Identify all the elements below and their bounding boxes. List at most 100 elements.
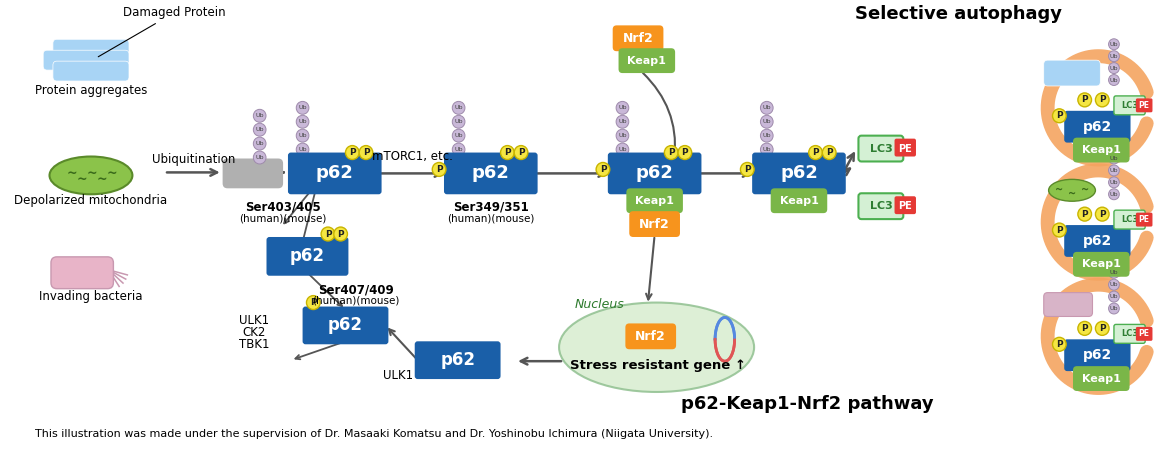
Text: PE: PE bbox=[1139, 215, 1149, 224]
Text: Keap1: Keap1 bbox=[779, 196, 819, 206]
Circle shape bbox=[760, 143, 773, 156]
Circle shape bbox=[1108, 279, 1119, 290]
Circle shape bbox=[452, 129, 465, 142]
FancyBboxPatch shape bbox=[1044, 293, 1092, 317]
Circle shape bbox=[1108, 267, 1119, 278]
Text: Ub: Ub bbox=[1110, 306, 1118, 311]
Circle shape bbox=[760, 101, 773, 114]
Text: Ub: Ub bbox=[1110, 168, 1118, 173]
Text: P: P bbox=[1082, 95, 1089, 104]
Circle shape bbox=[1096, 207, 1110, 221]
FancyBboxPatch shape bbox=[43, 50, 128, 70]
Circle shape bbox=[616, 115, 628, 128]
Text: Nrf2: Nrf2 bbox=[635, 330, 666, 343]
Text: Ub: Ub bbox=[1110, 282, 1118, 287]
Circle shape bbox=[306, 295, 320, 309]
Text: Ub: Ub bbox=[1110, 156, 1118, 161]
Circle shape bbox=[1108, 51, 1119, 62]
Text: P: P bbox=[1099, 210, 1106, 219]
Text: p62: p62 bbox=[290, 247, 325, 265]
Text: Nucleus: Nucleus bbox=[575, 298, 624, 311]
Text: TBK1: TBK1 bbox=[238, 338, 269, 351]
Circle shape bbox=[321, 227, 335, 241]
FancyBboxPatch shape bbox=[51, 257, 113, 289]
Circle shape bbox=[1078, 93, 1092, 107]
Text: P: P bbox=[505, 148, 510, 157]
Circle shape bbox=[1052, 337, 1066, 351]
FancyBboxPatch shape bbox=[415, 341, 501, 379]
Text: ~: ~ bbox=[1068, 188, 1076, 198]
Circle shape bbox=[432, 163, 446, 176]
FancyBboxPatch shape bbox=[1064, 111, 1131, 143]
Text: Ub: Ub bbox=[618, 106, 627, 110]
Circle shape bbox=[1108, 39, 1119, 50]
FancyBboxPatch shape bbox=[1136, 213, 1153, 227]
Text: Ub: Ub bbox=[1110, 42, 1118, 47]
FancyBboxPatch shape bbox=[626, 188, 683, 213]
FancyBboxPatch shape bbox=[1064, 339, 1131, 371]
Text: Ub: Ub bbox=[298, 106, 307, 110]
FancyBboxPatch shape bbox=[1114, 210, 1145, 229]
Text: LC3: LC3 bbox=[1121, 101, 1138, 110]
Text: P: P bbox=[1099, 324, 1106, 333]
Text: Keap1: Keap1 bbox=[635, 196, 674, 206]
Text: Ub: Ub bbox=[1110, 54, 1118, 59]
FancyBboxPatch shape bbox=[619, 48, 675, 73]
Circle shape bbox=[1108, 177, 1119, 188]
Text: Ub: Ub bbox=[618, 147, 627, 152]
Text: Ub: Ub bbox=[763, 119, 771, 124]
Text: P: P bbox=[682, 148, 688, 157]
Text: Ub: Ub bbox=[763, 133, 771, 138]
Circle shape bbox=[616, 129, 628, 142]
Text: PE: PE bbox=[898, 201, 912, 211]
Text: P: P bbox=[362, 148, 369, 157]
FancyBboxPatch shape bbox=[613, 26, 663, 51]
Text: Ub: Ub bbox=[298, 119, 307, 124]
Circle shape bbox=[334, 227, 347, 241]
FancyBboxPatch shape bbox=[1073, 366, 1129, 391]
Text: p62: p62 bbox=[1083, 234, 1112, 248]
Text: PE: PE bbox=[1139, 101, 1149, 110]
Circle shape bbox=[760, 129, 773, 142]
Text: P: P bbox=[744, 165, 751, 174]
Text: ~: ~ bbox=[1055, 184, 1063, 194]
Text: ~: ~ bbox=[86, 167, 97, 180]
Text: CK2: CK2 bbox=[242, 326, 265, 339]
Text: Invading bacteria: Invading bacteria bbox=[40, 290, 142, 303]
Circle shape bbox=[1108, 75, 1119, 85]
FancyBboxPatch shape bbox=[266, 237, 348, 276]
FancyBboxPatch shape bbox=[288, 153, 382, 194]
Circle shape bbox=[1108, 303, 1119, 314]
Circle shape bbox=[741, 163, 755, 176]
Text: LC3: LC3 bbox=[869, 144, 892, 154]
Text: Ub: Ub bbox=[1110, 270, 1118, 275]
FancyBboxPatch shape bbox=[771, 188, 827, 213]
Text: ULK1: ULK1 bbox=[238, 314, 269, 327]
Circle shape bbox=[359, 145, 373, 159]
Text: LC3: LC3 bbox=[869, 201, 892, 211]
Circle shape bbox=[452, 101, 465, 114]
Text: Ub: Ub bbox=[618, 119, 627, 124]
FancyBboxPatch shape bbox=[1073, 252, 1129, 277]
FancyBboxPatch shape bbox=[1114, 96, 1145, 115]
Text: p62: p62 bbox=[328, 317, 363, 335]
Circle shape bbox=[452, 143, 465, 156]
FancyBboxPatch shape bbox=[303, 307, 389, 344]
Circle shape bbox=[253, 137, 266, 150]
Circle shape bbox=[253, 123, 266, 136]
Circle shape bbox=[1108, 62, 1119, 74]
Text: P: P bbox=[436, 165, 443, 174]
Text: P: P bbox=[1082, 324, 1089, 333]
Text: Ub: Ub bbox=[454, 119, 463, 124]
Circle shape bbox=[1108, 189, 1119, 200]
FancyBboxPatch shape bbox=[625, 323, 676, 349]
Text: P: P bbox=[1082, 210, 1089, 219]
Text: ~: ~ bbox=[106, 167, 117, 180]
Text: p62: p62 bbox=[440, 351, 475, 369]
Text: Keap1: Keap1 bbox=[1082, 145, 1121, 155]
Text: ~: ~ bbox=[1080, 184, 1089, 194]
Circle shape bbox=[514, 145, 528, 159]
Text: Keap1: Keap1 bbox=[1082, 260, 1121, 269]
FancyBboxPatch shape bbox=[1073, 138, 1129, 163]
FancyBboxPatch shape bbox=[223, 158, 283, 188]
